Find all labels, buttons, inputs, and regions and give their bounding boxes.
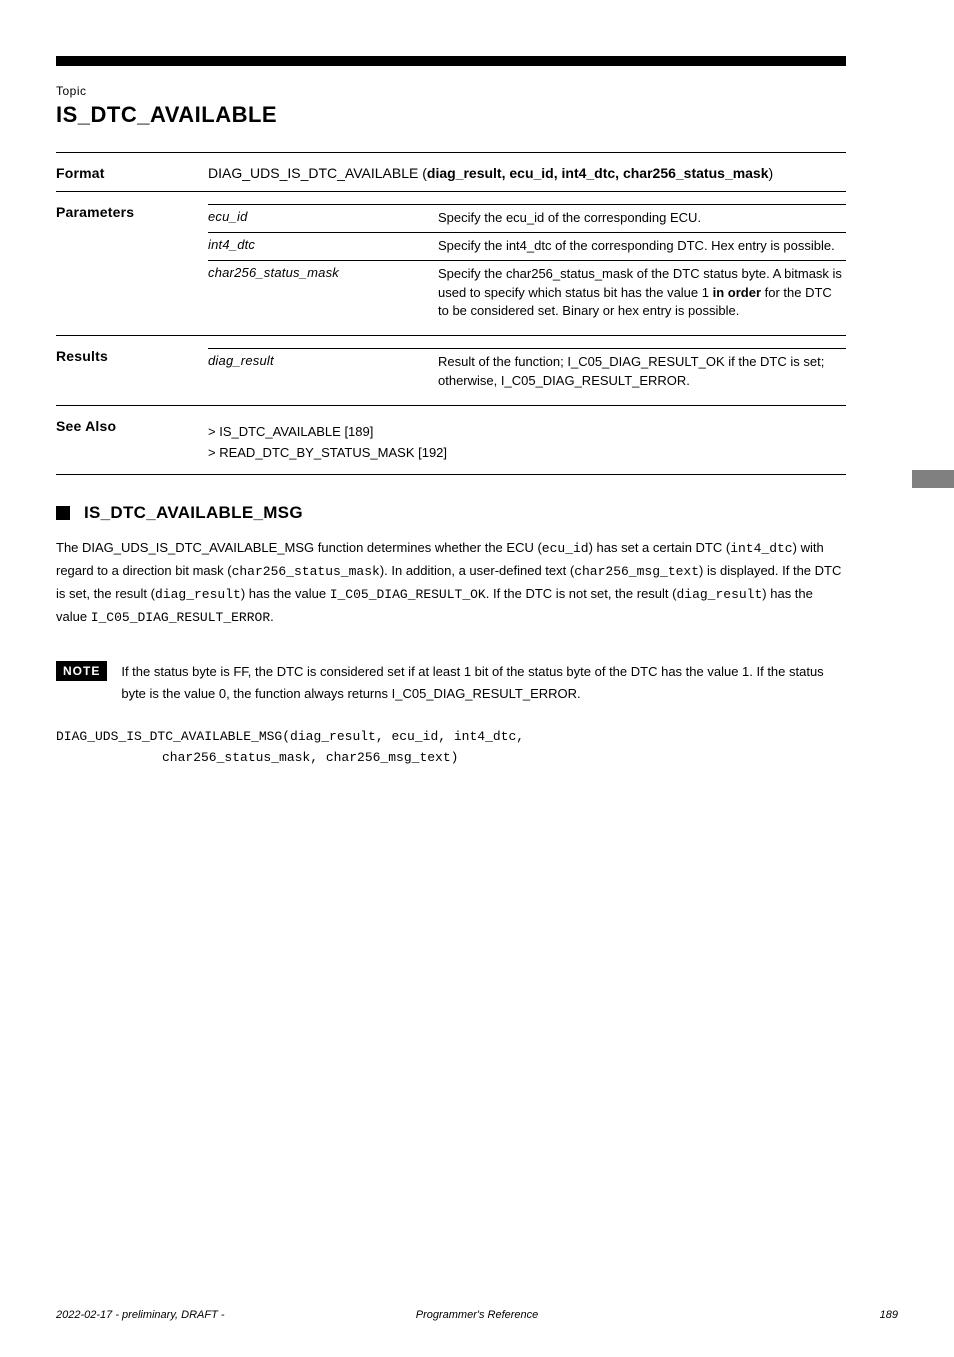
topic-label: Topic <box>56 84 846 98</box>
see-also-item[interactable]: ˃ IS_DTC_AVAILABLE [189] <box>208 422 846 443</box>
field-label: See Also <box>56 405 208 474</box>
field-label: Results <box>56 336 208 406</box>
footer-right: 189 <box>880 1309 898 1321</box>
param-desc: Specify the ecu_id of the corresponding … <box>438 205 846 233</box>
param-name: diag_result <box>208 349 438 395</box>
param-desc: Specify the int4_dtc of the correspondin… <box>438 232 846 260</box>
table-row: FormatDIAG_UDS_IS_DTC_AVAILABLE (diag_re… <box>56 153 846 192</box>
note-block: NOTE If the status byte is FF, the DTC i… <box>56 661 846 705</box>
field-label: Parameters <box>56 192 208 336</box>
function-description: The DIAG_UDS_IS_DTC_AVAILABLE_MSG functi… <box>56 537 846 629</box>
param-desc: Result of the function; I_C05_DIAG_RESUL… <box>438 349 846 395</box>
param-name: char256_status_mask <box>208 260 438 325</box>
field-value: ecu_idSpecify the ecu_id of the correspo… <box>208 192 846 336</box>
footer-left: 2022-02-17 - preliminary, DRAFT - <box>56 1309 225 1321</box>
footer-center: Programmer's Reference <box>416 1309 539 1321</box>
param-row: diag_resultResult of the function; I_C05… <box>208 349 846 395</box>
page-footer: 2022-02-17 - preliminary, DRAFT - Progra… <box>56 1309 898 1321</box>
field-value: DIAG_UDS_IS_DTC_AVAILABLE (diag_result, … <box>208 153 846 192</box>
param-row: char256_status_maskSpecify the char256_s… <box>208 260 846 325</box>
signature-line-1: DIAG_UDS_IS_DTC_AVAILABLE_MSG(diag_resul… <box>56 729 524 744</box>
signature-line-2: char256_status_mask, char256_msg_text) <box>56 748 846 769</box>
note-badge: NOTE <box>56 661 107 681</box>
table-row: See Also˃ IS_DTC_AVAILABLE [189]˃ READ_D… <box>56 405 846 474</box>
info-table: FormatDIAG_UDS_IS_DTC_AVAILABLE (diag_re… <box>56 152 846 475</box>
see-also-list: ˃ IS_DTC_AVAILABLE [189]˃ READ_DTC_BY_ST… <box>208 422 846 464</box>
param-name: ecu_id <box>208 205 438 233</box>
field-value: ˃ IS_DTC_AVAILABLE [189]˃ READ_DTC_BY_ST… <box>208 405 846 474</box>
see-also-item[interactable]: ˃ READ_DTC_BY_STATUS_MASK [192] <box>208 443 846 464</box>
topic-title: IS_DTC_AVAILABLE <box>56 102 846 128</box>
param-row: int4_dtcSpecify the int4_dtc of the corr… <box>208 232 846 260</box>
table-row: Resultsdiag_resultResult of the function… <box>56 336 846 406</box>
param-name: int4_dtc <box>208 232 438 260</box>
top-rule <box>56 56 846 66</box>
field-value: diag_resultResult of the function; I_C05… <box>208 336 846 406</box>
function-name: IS_DTC_AVAILABLE_MSG <box>84 503 303 523</box>
side-tab-marker <box>912 470 954 488</box>
param-desc: Specify the char256_status_mask of the D… <box>438 260 846 325</box>
param-row: ecu_idSpecify the ecu_id of the correspo… <box>208 205 846 233</box>
signature: DIAG_UDS_IS_DTC_AVAILABLE_MSG(diag_resul… <box>56 727 846 769</box>
square-bullet-icon <box>56 506 70 520</box>
field-label: Format <box>56 153 208 192</box>
note-text: If the status byte is FF, the DTC is con… <box>121 661 846 705</box>
function-heading: IS_DTC_AVAILABLE_MSG <box>56 503 846 523</box>
table-row: Parametersecu_idSpecify the ecu_id of th… <box>56 192 846 336</box>
page: Topic IS_DTC_AVAILABLE FormatDIAG_UDS_IS… <box>0 0 954 1357</box>
